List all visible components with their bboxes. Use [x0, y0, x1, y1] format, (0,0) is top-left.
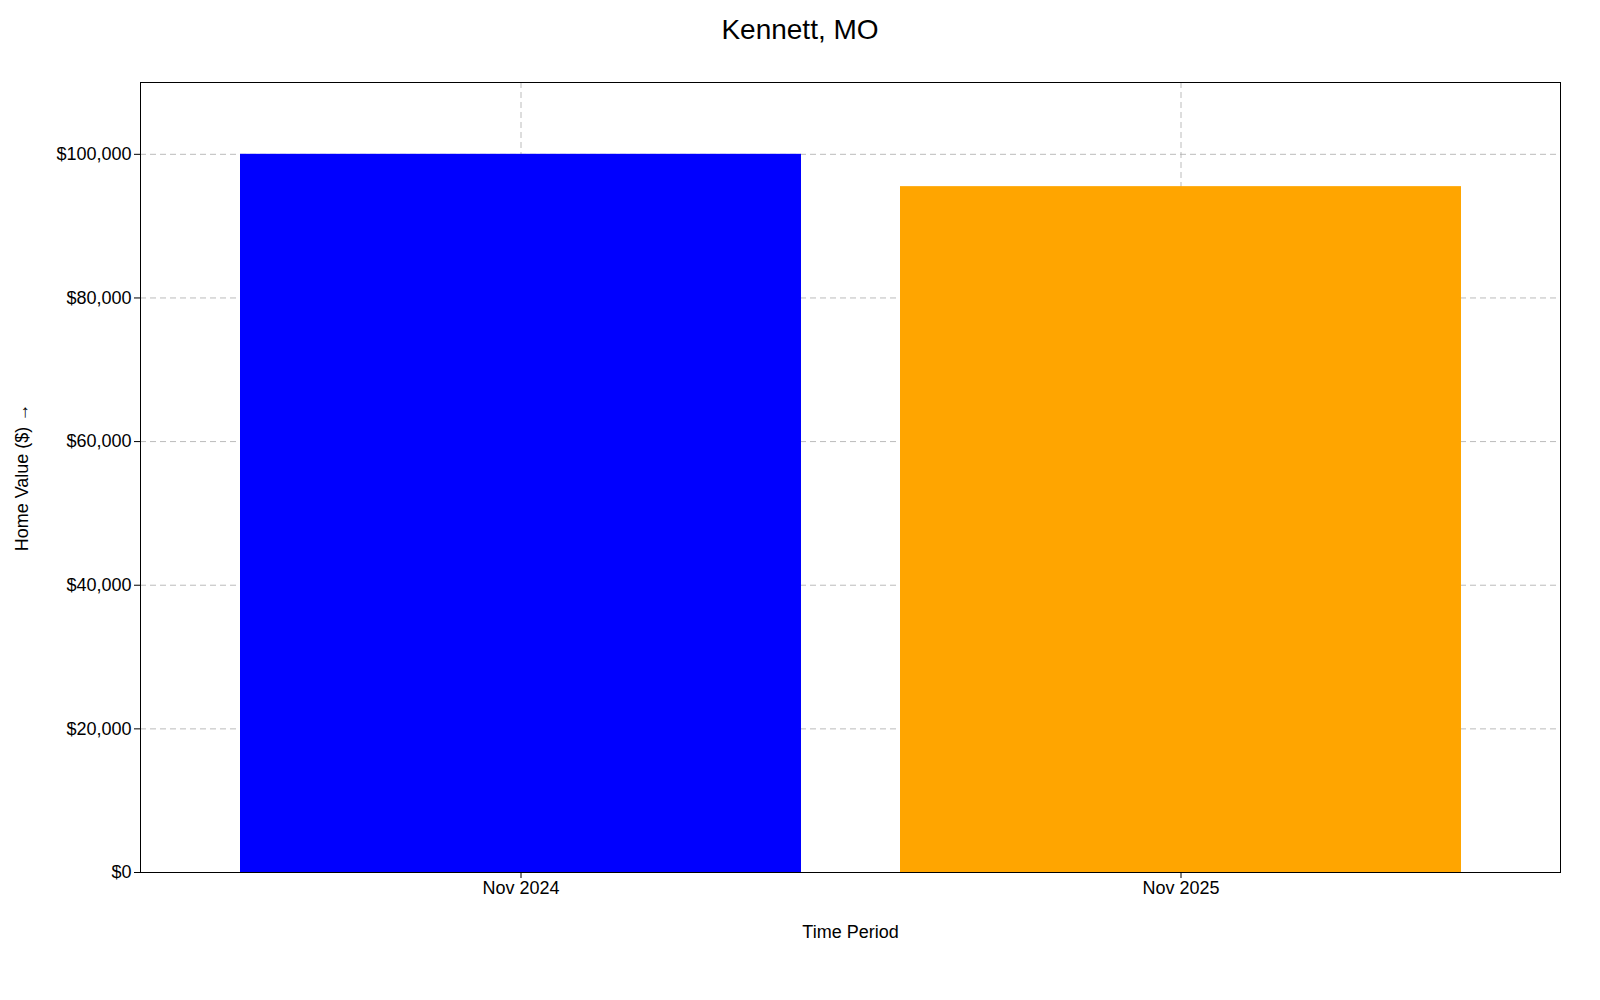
svg-text:Nov 2024: Nov 2024	[482, 878, 559, 898]
svg-text:$0: $0	[111, 862, 131, 882]
svg-text:$100,000: $100,000	[56, 144, 131, 164]
svg-text:$60,000: $60,000	[66, 431, 131, 451]
svg-text:Nov 2025: Nov 2025	[1142, 878, 1219, 898]
html-text:Kennett, MO: Kennett, MO	[721, 14, 879, 45]
svg-text:$40,000: $40,000	[66, 575, 131, 595]
svg-text:Time Period: Time Period	[802, 922, 898, 942]
svg-text:Home Value ($) →: Home Value ($) →	[12, 404, 32, 552]
svg-text:$80,000: $80,000	[66, 288, 131, 308]
svg-text:$20,000: $20,000	[66, 719, 131, 739]
